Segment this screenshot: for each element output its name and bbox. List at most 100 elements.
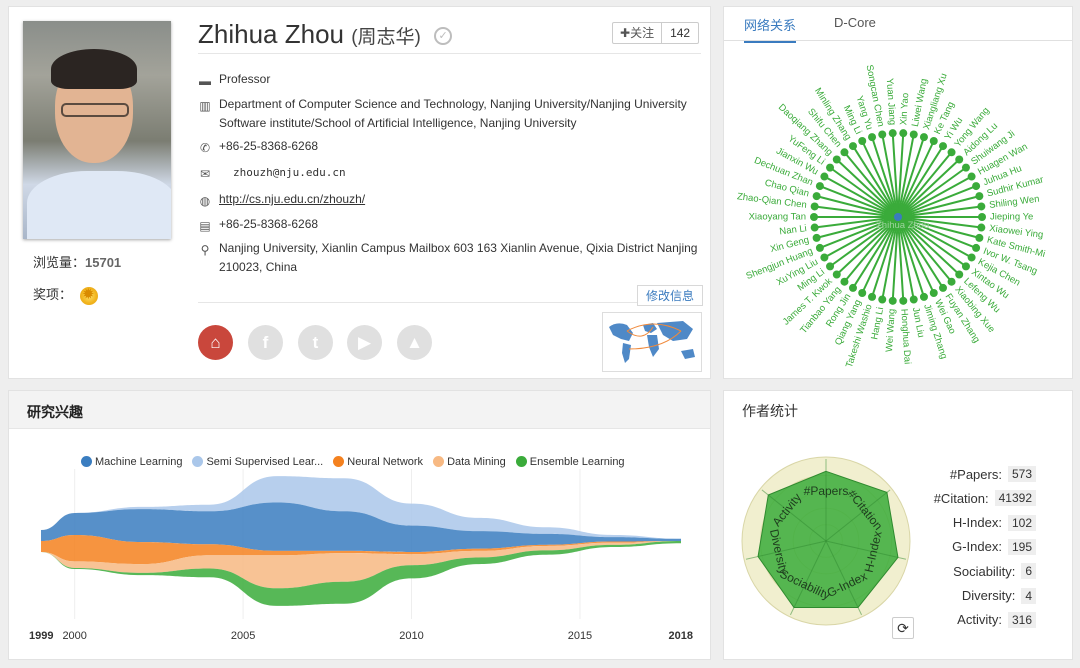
- legend-item[interactable]: Data Mining: [433, 456, 506, 468]
- network-node[interactable]: [919, 133, 928, 142]
- stat-label: H-Index:: [952, 515, 1002, 531]
- network-node-label[interactable]: Nan Li: [779, 223, 808, 237]
- network-node[interactable]: [810, 223, 819, 232]
- network-node[interactable]: [977, 202, 986, 211]
- network-node[interactable]: [975, 192, 984, 201]
- follow-button[interactable]: ✚关注 142: [612, 22, 700, 44]
- radar-axis: [825, 489, 891, 542]
- network-node[interactable]: [899, 296, 908, 305]
- network-node[interactable]: [868, 292, 877, 301]
- legend-item[interactable]: Semi Supervised Lear...: [192, 456, 323, 468]
- network-node[interactable]: [972, 243, 981, 252]
- network-node[interactable]: [947, 277, 956, 286]
- network-node[interactable]: [810, 202, 819, 211]
- network-node[interactable]: [919, 292, 928, 301]
- refresh-icon[interactable]: ⟳: [892, 617, 914, 639]
- network-node[interactable]: [967, 172, 976, 181]
- network-node-label[interactable]: Yuan Jiang: [884, 78, 898, 126]
- network-node[interactable]: [947, 148, 956, 157]
- network-node[interactable]: [955, 155, 964, 164]
- award-medal-icon[interactable]: [80, 285, 99, 305]
- network-edge: [897, 216, 977, 249]
- network-node[interactable]: [858, 136, 867, 145]
- network-node[interactable]: [840, 148, 849, 157]
- network-node[interactable]: [977, 223, 986, 232]
- home-icon[interactable]: ⌂: [198, 325, 233, 360]
- network-edge: [819, 216, 899, 249]
- network-node[interactable]: [909, 130, 918, 139]
- legend-item[interactable]: Ensemble Learning: [515, 456, 625, 468]
- network-node[interactable]: [815, 243, 824, 252]
- network-node[interactable]: [848, 142, 857, 151]
- profile-name: Zhihua Zhou (周志华) ✓: [198, 19, 453, 50]
- network-edge: [897, 140, 935, 218]
- network-node[interactable]: [955, 270, 964, 279]
- network-node[interactable]: [810, 213, 818, 221]
- network-node[interactable]: [820, 253, 829, 262]
- network-edge: [823, 175, 899, 218]
- network-node[interactable]: [812, 192, 821, 201]
- network-node[interactable]: [978, 213, 986, 221]
- network-node[interactable]: [899, 129, 908, 138]
- network-node[interactable]: [840, 277, 849, 286]
- network-node[interactable]: [888, 296, 897, 305]
- world-map-thumbnail[interactable]: [602, 312, 702, 372]
- network-node[interactable]: [826, 163, 835, 172]
- tab-d-core[interactable]: D-Core: [834, 15, 876, 30]
- stream-layer[interactable]: [41, 502, 681, 553]
- network-node[interactable]: [975, 233, 984, 242]
- legend-item[interactable]: Neural Network: [333, 456, 423, 468]
- network-center-node[interactable]: [894, 213, 902, 221]
- network-node[interactable]: [961, 262, 970, 271]
- network-node[interactable]: [878, 295, 887, 304]
- network-edge: [891, 133, 899, 218]
- stat-value: 4: [1021, 587, 1036, 604]
- network-node[interactable]: [967, 253, 976, 262]
- network-node-label[interactable]: Xiaoyang Tan: [749, 212, 806, 223]
- network-node-label[interactable]: Jieping Ye: [990, 212, 1033, 223]
- network-node[interactable]: [929, 136, 938, 145]
- stream-layer[interactable]: [41, 476, 681, 539]
- network-node[interactable]: [939, 283, 948, 292]
- x-tick-label: 1999: [29, 630, 53, 642]
- network-node[interactable]: [812, 233, 821, 242]
- tab-network[interactable]: 网络关系: [744, 15, 797, 43]
- network-node[interactable]: [939, 142, 948, 151]
- network-node[interactable]: [832, 270, 841, 279]
- radar-axis: [825, 540, 863, 616]
- network-node[interactable]: [826, 262, 835, 271]
- network-node-label[interactable]: Xin Yao: [898, 92, 911, 125]
- stream-layer[interactable]: [41, 541, 681, 589]
- twitter-icon[interactable]: t: [298, 325, 333, 360]
- legend-item[interactable]: Machine Learning: [81, 456, 182, 468]
- stat-value: 195: [1007, 538, 1036, 555]
- network-node[interactable]: [848, 283, 857, 292]
- stream-layer[interactable]: [41, 534, 681, 565]
- author-radar-chart: #Papers#CitationH-IndexG-IndexSociabilit…: [741, 456, 911, 626]
- network-node[interactable]: [858, 289, 867, 298]
- network-node[interactable]: [820, 172, 829, 181]
- stream-layer[interactable]: [41, 541, 681, 606]
- facebook-icon[interactable]: f: [248, 325, 283, 360]
- network-node-label[interactable]: Wei Wang: [884, 308, 898, 352]
- network-node[interactable]: [832, 155, 841, 164]
- network-node[interactable]: [888, 129, 897, 138]
- youtube-icon[interactable]: ▶: [347, 325, 382, 360]
- network-center-label: Zhihua Zhou: [876, 220, 929, 231]
- network-edge: [861, 216, 899, 294]
- network-node[interactable]: [909, 295, 918, 304]
- stat-label: G-Index:: [952, 539, 1002, 555]
- research-streamgraph[interactable]: 1999 2000 2005 2010 2015 2018: [9, 469, 710, 659]
- legend-label: Semi Supervised Lear...: [206, 455, 324, 468]
- network-node[interactable]: [972, 182, 981, 191]
- homepage-link[interactable]: http://cs.nju.edu.cn/zhouzh/: [219, 192, 366, 206]
- network-node[interactable]: [961, 163, 970, 172]
- network-node[interactable]: [815, 182, 824, 191]
- network-node-label[interactable]: Honghua Dai: [898, 308, 912, 364]
- edit-info-button[interactable]: 修改信息: [637, 285, 704, 306]
- scholar-cap-icon[interactable]: ▲: [397, 325, 432, 360]
- network-node[interactable]: [929, 289, 938, 298]
- network-node[interactable]: [868, 133, 877, 142]
- network-node[interactable]: [878, 130, 887, 139]
